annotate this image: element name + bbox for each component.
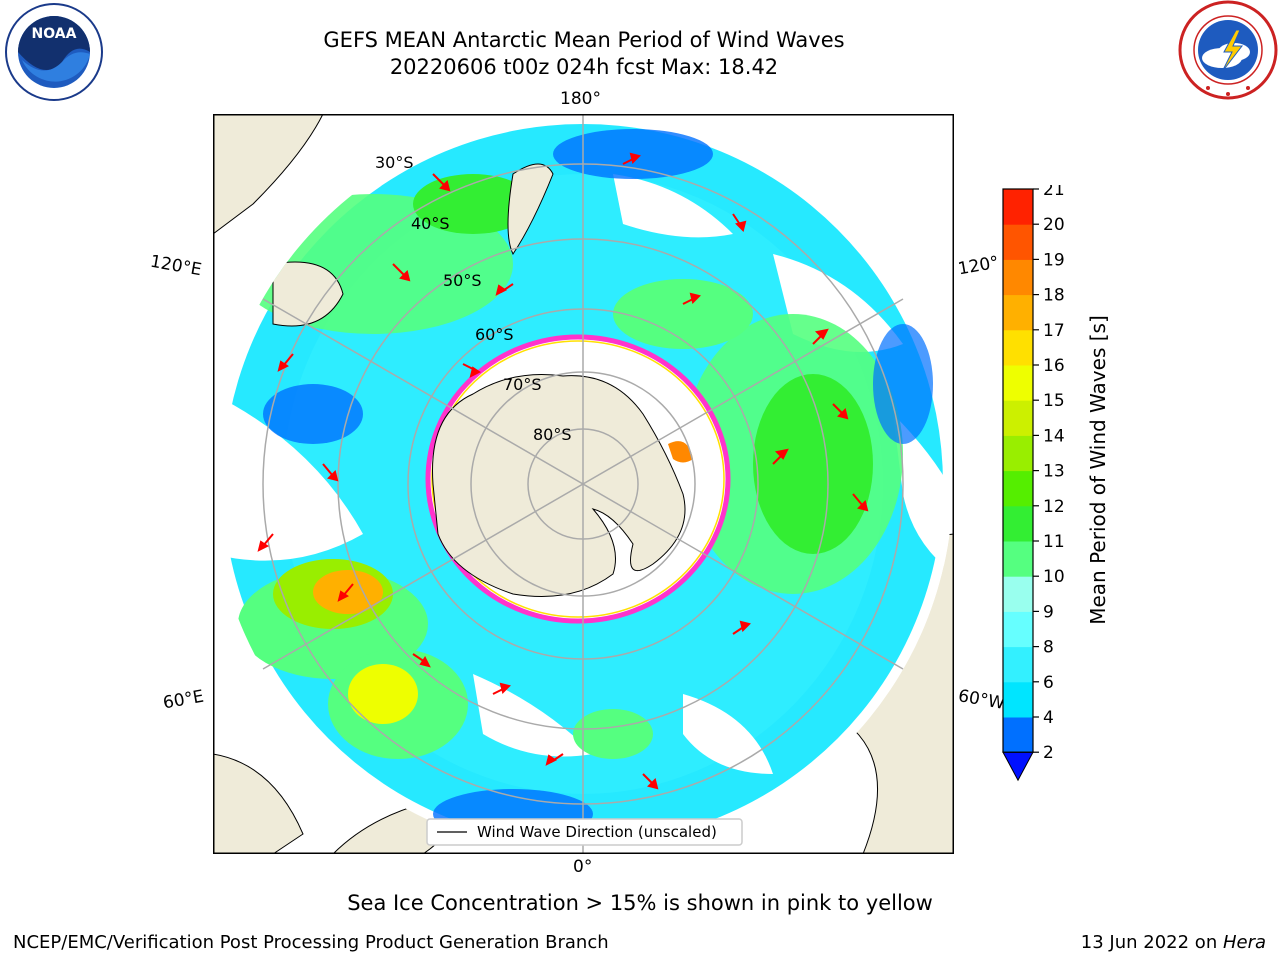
colorbar-tick-label: 8	[1043, 638, 1054, 658]
footer-date-text: 13 Jun 2022 on	[1080, 932, 1223, 953]
colorbar-tick-label: 12	[1043, 497, 1065, 517]
lat-label-50s: 50°S	[443, 271, 482, 290]
colorbar-segment	[1003, 400, 1033, 436]
colorbar-tick-label: 20	[1043, 215, 1065, 235]
colorbar-tick-label: 17	[1043, 321, 1065, 341]
colorbar-tick-label: 18	[1043, 286, 1065, 306]
sea-ice-note: Sea Ice Concentration > 15% is shown in …	[347, 891, 933, 915]
chart-subtitle: 20220606 t00z 024h fcst Max: 18.42	[389, 55, 779, 79]
colorbar-tick-label: 4	[1043, 708, 1054, 728]
lon-label-0: 0°	[573, 857, 593, 877]
land-antarctica	[432, 373, 686, 597]
graticule	[213, 114, 953, 854]
chart-title: GEFS MEAN Antarctic Mean Period of Wind …	[323, 28, 845, 52]
colorbar-tick-label: 19	[1043, 250, 1065, 270]
land-australia-edge	[213, 114, 324, 235]
colorbar-tick-label: 9	[1043, 602, 1054, 622]
lat-label-60s: 60°S	[475, 325, 514, 344]
lat-label-70s: 70°S	[503, 375, 542, 394]
colorbar-tick-label: 15	[1043, 391, 1065, 411]
lat-label-40s: 40°S	[411, 214, 450, 233]
colorbar-segment	[1003, 646, 1033, 683]
noaa-logo-text: NOAA	[32, 26, 77, 42]
lat-label-30s: 30°S	[375, 153, 414, 172]
noaa-logo: NOAA	[5, 3, 103, 101]
footer-machine: Hera	[1222, 932, 1266, 953]
wave-field-yellow	[348, 664, 418, 724]
colorbar-tick-label: 11	[1043, 532, 1065, 552]
colorbar-tick-label: 6	[1043, 673, 1054, 693]
colorbar-tick-label: 10	[1043, 567, 1065, 587]
colorbar-segment	[1003, 259, 1033, 296]
land-africa-edge	[213, 753, 304, 854]
polar-map: 30°S 40°S 50°S 60°S 70°S 80°S Wind Wave …	[213, 114, 954, 854]
footer-credit: NCEP/EMC/Verification Post Processing Pr…	[13, 932, 609, 953]
lon-label-120w: 120°	[956, 252, 1001, 280]
colorbar-tick-label: 21	[1043, 185, 1065, 200]
colorbar-tick-label: 16	[1043, 356, 1065, 376]
legend-label: Wind Wave Direction (unscaled)	[477, 823, 717, 841]
map-border	[213, 114, 954, 854]
colorbar: 2 4 6 8 9 10 11 12 13 14 15 16 17 18 19 20 21	[1002, 185, 1065, 782]
colorbar-tick-label: 2	[1043, 743, 1054, 763]
wave-field-max	[313, 570, 383, 614]
colorbar-segment	[1003, 224, 1033, 260]
colorbar-extend-arrow	[1002, 751, 1034, 782]
colorbar-title: Mean Period of Wind Waves [s]	[1086, 315, 1110, 625]
colorbar-segment	[1003, 681, 1033, 718]
colorbar-segment	[1003, 329, 1033, 366]
colorbar-segment	[1003, 505, 1033, 542]
nws-logo	[1178, 0, 1278, 100]
lon-label-120e: 120°E	[148, 251, 204, 281]
lon-label-180: 180°	[560, 89, 601, 109]
colorbar-segment	[1003, 189, 1033, 225]
map-legend: Wind Wave Direction (unscaled)	[426, 818, 743, 846]
land-tasmania	[272, 261, 344, 327]
footer-date: 13 Jun 2022 on Hera	[1081, 932, 1266, 953]
colorbar-segment	[1003, 435, 1033, 472]
colorbar-segment	[1003, 365, 1033, 401]
lon-label-60e: 60°E	[161, 686, 206, 714]
colorbar-segment	[1003, 576, 1033, 612]
colorbar-tick-label: 14	[1043, 426, 1065, 446]
colorbar-segment	[1003, 470, 1033, 507]
land-new-zealand	[507, 163, 554, 255]
colorbar-segment	[1003, 717, 1033, 753]
colorbar-segment	[1003, 611, 1033, 648]
wave-direction-arrows	[257, 152, 869, 790]
colorbar-tick-label: 13	[1043, 462, 1065, 482]
lat-label-80s: 80°S	[533, 425, 572, 444]
calm-area-west	[213, 394, 363, 561]
colorbar-segment	[1003, 541, 1033, 577]
colorbar-segment	[1003, 294, 1033, 331]
